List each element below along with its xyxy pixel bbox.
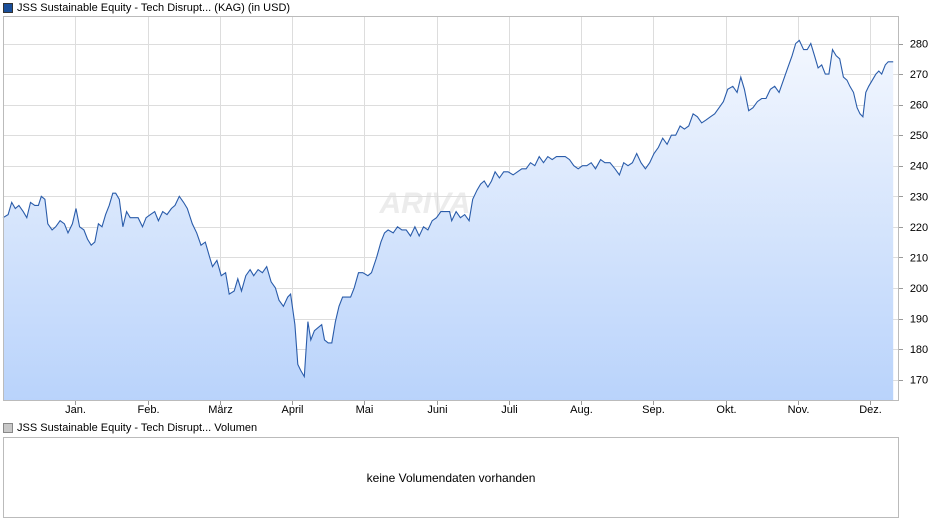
x-tick-label: Sep. [642,404,665,416]
price-legend-swatch [3,3,13,13]
x-tick-label: April [281,404,303,416]
price-legend: JSS Sustainable Equity - Tech Disrupt...… [3,1,290,15]
plot-frame [3,16,899,401]
volume-panel: keine Volumendaten vorhanden [3,437,899,518]
y-tick-label: 270 [910,69,928,81]
volume-legend: JSS Sustainable Equity - Tech Disrupt...… [3,421,257,435]
x-tick-label: Feb. [137,404,159,416]
x-tick-label: März [208,404,232,416]
volume-legend-label: JSS Sustainable Equity - Tech Disrupt...… [17,422,258,434]
y-tick-label: 170 [910,375,928,387]
y-tick-label: 220 [910,222,928,234]
y-tick-label: 260 [910,100,928,112]
x-tick-label: Juni [427,404,447,416]
y-tick-label: 230 [910,191,928,203]
y-tick-label: 240 [910,161,928,173]
x-tick-label: Dez. [859,404,882,416]
y-tick-label: 210 [910,252,928,264]
x-tick-label: Juli [501,404,518,416]
x-tick-label: Mai [356,404,374,416]
no-volume-message: keine Volumendaten vorhanden [366,471,536,485]
volume-legend-swatch [3,423,13,433]
y-tick-label: 200 [910,283,928,295]
y-tick-label: 280 [910,39,928,51]
price-chart: ARIVA.DE 1701801902002102202302402502602… [2,16,928,416]
y-axis: 170 180 190 200 210 220 230 240 250 260 270 280 [899,39,928,387]
y-tick-label: 250 [910,130,928,142]
x-tick-label: Jan. [65,404,86,416]
x-tick-label: Nov. [788,404,810,416]
y-tick-label: 190 [910,314,928,326]
x-tick-label: Aug. [570,404,593,416]
x-axis: Jan. Feb. März April Mai Juni Juli Aug. Sep. Okt.… [65,401,882,416]
price-line [2,39,894,379]
price-area [3,40,894,402]
y-tick-label: 180 [910,344,928,356]
price-legend-label: JSS Sustainable Equity - Tech Disrupt...… [17,2,291,14]
x-tick-label: Okt. [716,404,736,416]
